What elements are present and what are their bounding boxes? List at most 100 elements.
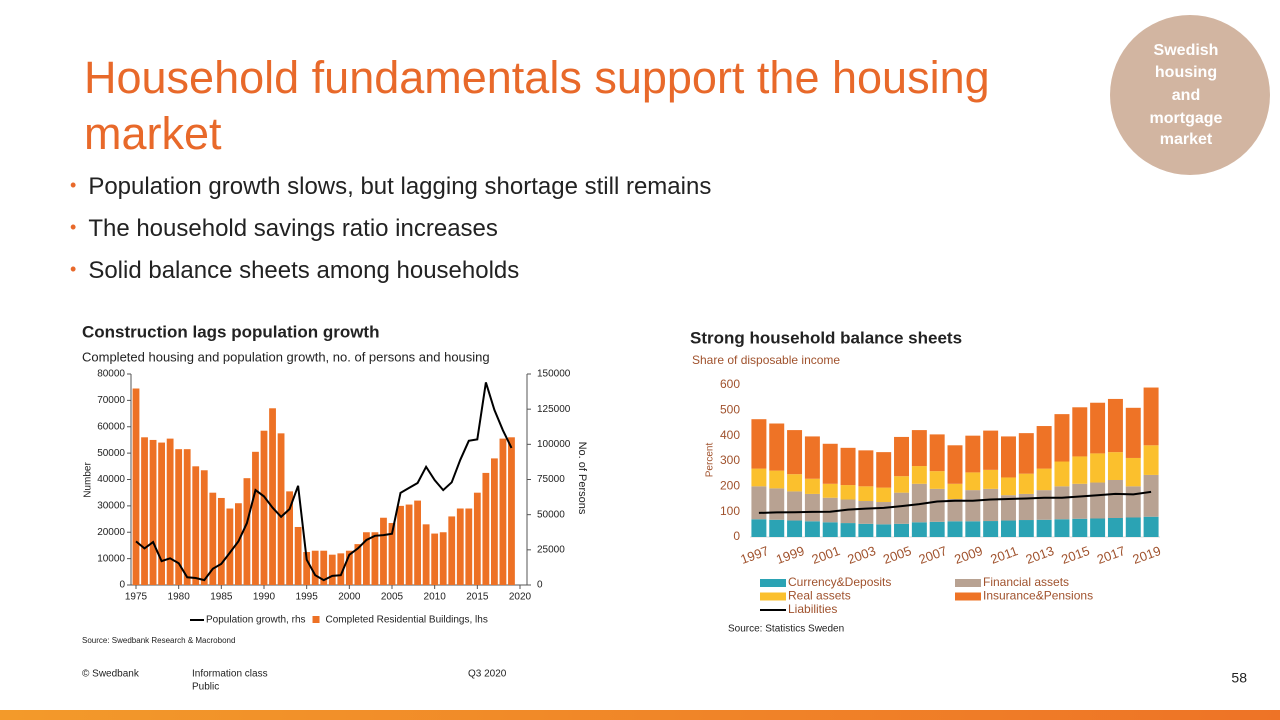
bar-segment (840, 499, 856, 524)
bullet: • The household savings ratio increases (70, 215, 498, 242)
bar-segment (929, 434, 945, 472)
bar-segment (1072, 483, 1088, 519)
bar-segment (840, 485, 856, 500)
bar-segment (858, 450, 874, 487)
bar (431, 533, 439, 585)
bar (465, 508, 473, 585)
y-tick-label: 40000 (97, 474, 125, 485)
bar-segment (751, 468, 767, 487)
bar (166, 438, 174, 585)
bar-segment (1036, 468, 1052, 491)
bullet: • Population growth slows, but lagging sh… (70, 173, 712, 200)
bar-segment (769, 470, 785, 489)
footer-stripe (0, 710, 1280, 720)
bar-segment (1018, 473, 1034, 494)
y-tick-label: 30000 (97, 501, 125, 512)
bar (175, 449, 183, 585)
bar (311, 550, 319, 585)
x-tick-label: 2003 (845, 543, 877, 567)
bar (482, 472, 490, 585)
y2-axis-label: No. of Persons (576, 442, 588, 515)
y2-tick-label: 100000 (537, 439, 571, 450)
footer-text: Public (192, 682, 219, 693)
bar-segment (1107, 518, 1123, 537)
badge-text: market (1160, 131, 1213, 148)
y-tick-label: 60000 (97, 421, 125, 432)
bar-segment (983, 430, 999, 470)
bar-segment (1107, 452, 1123, 480)
y-tick-label: 0 (119, 580, 125, 591)
bar (448, 516, 456, 585)
y2-tick-label: 75000 (537, 474, 565, 485)
bar-segment (1000, 436, 1016, 478)
bar-segment (929, 521, 945, 537)
x-tick-label: 2001 (810, 543, 842, 567)
bar-segment (1072, 456, 1088, 484)
y-tick-label: 50000 (97, 448, 125, 459)
bar-segment (1072, 407, 1088, 457)
line (135, 382, 513, 582)
bar (192, 466, 200, 585)
x-tick-label: 2011 (988, 543, 1019, 567)
x-tick-label: 1997 (738, 543, 770, 567)
x-tick-label: 2000 (338, 592, 361, 603)
bar-segment (769, 423, 785, 471)
bar-segment (840, 447, 856, 486)
footer-text: © Swedbank (82, 669, 140, 680)
bar (473, 492, 481, 585)
bar-segment (822, 483, 838, 498)
bar-segment (929, 488, 945, 522)
x-tick-label: 2007 (917, 543, 949, 567)
bar-segment (858, 523, 874, 537)
bar-segment (751, 486, 767, 520)
bar-segment (876, 452, 892, 488)
bar-segment (1054, 519, 1070, 537)
bar (158, 442, 165, 585)
x-tick-label: 2009 (952, 543, 984, 567)
bar-segment (911, 466, 927, 484)
badge-text: mortgage (1150, 110, 1223, 127)
bar-segment (1036, 426, 1052, 469)
y-axis-label: Percent (705, 443, 716, 478)
bar (294, 526, 302, 585)
bar-segment (1143, 387, 1159, 446)
y2-tick-label: 0 (537, 580, 543, 591)
badge-text: and (1172, 87, 1200, 104)
legend-label: Completed Residential Buildings, lhs (326, 615, 488, 626)
legend-label: Currency&Deposits (788, 575, 891, 589)
bar-segment (1000, 477, 1016, 496)
y-tick-label: 70000 (97, 395, 125, 406)
bar (132, 388, 140, 585)
bar-segment (804, 478, 820, 494)
bar-segment (1018, 433, 1034, 474)
bar-segment (1090, 402, 1106, 454)
bar-segment (751, 519, 767, 537)
x-tick-label: 2013 (1024, 543, 1056, 567)
legend-label: Insurance&Pensions (983, 589, 1093, 603)
bar-segment (1054, 461, 1070, 487)
bar-segment (1125, 486, 1141, 518)
bar-segment (876, 524, 892, 537)
legend-swatch (760, 592, 786, 601)
bar (243, 478, 251, 585)
bar-segment (929, 471, 945, 489)
badge-text: housing (1155, 64, 1217, 81)
legend-label: Financial assets (983, 575, 1069, 589)
bar (149, 439, 157, 585)
legend-swatch (312, 616, 320, 623)
x-tick-label: 1999 (774, 543, 806, 567)
bar-segment (804, 521, 820, 537)
bar-segment (1107, 398, 1123, 453)
bar (491, 458, 498, 585)
bar-segment (894, 492, 910, 524)
chart-title: Strong household balance sheets (690, 328, 962, 347)
bar (141, 437, 148, 585)
bar-segment (1125, 457, 1141, 487)
bar (380, 517, 387, 585)
bar (508, 437, 515, 585)
bar-segment (983, 488, 999, 522)
bar-segment (787, 430, 803, 475)
bar-segment (1125, 407, 1141, 458)
x-tick-label: 2010 (424, 592, 447, 603)
